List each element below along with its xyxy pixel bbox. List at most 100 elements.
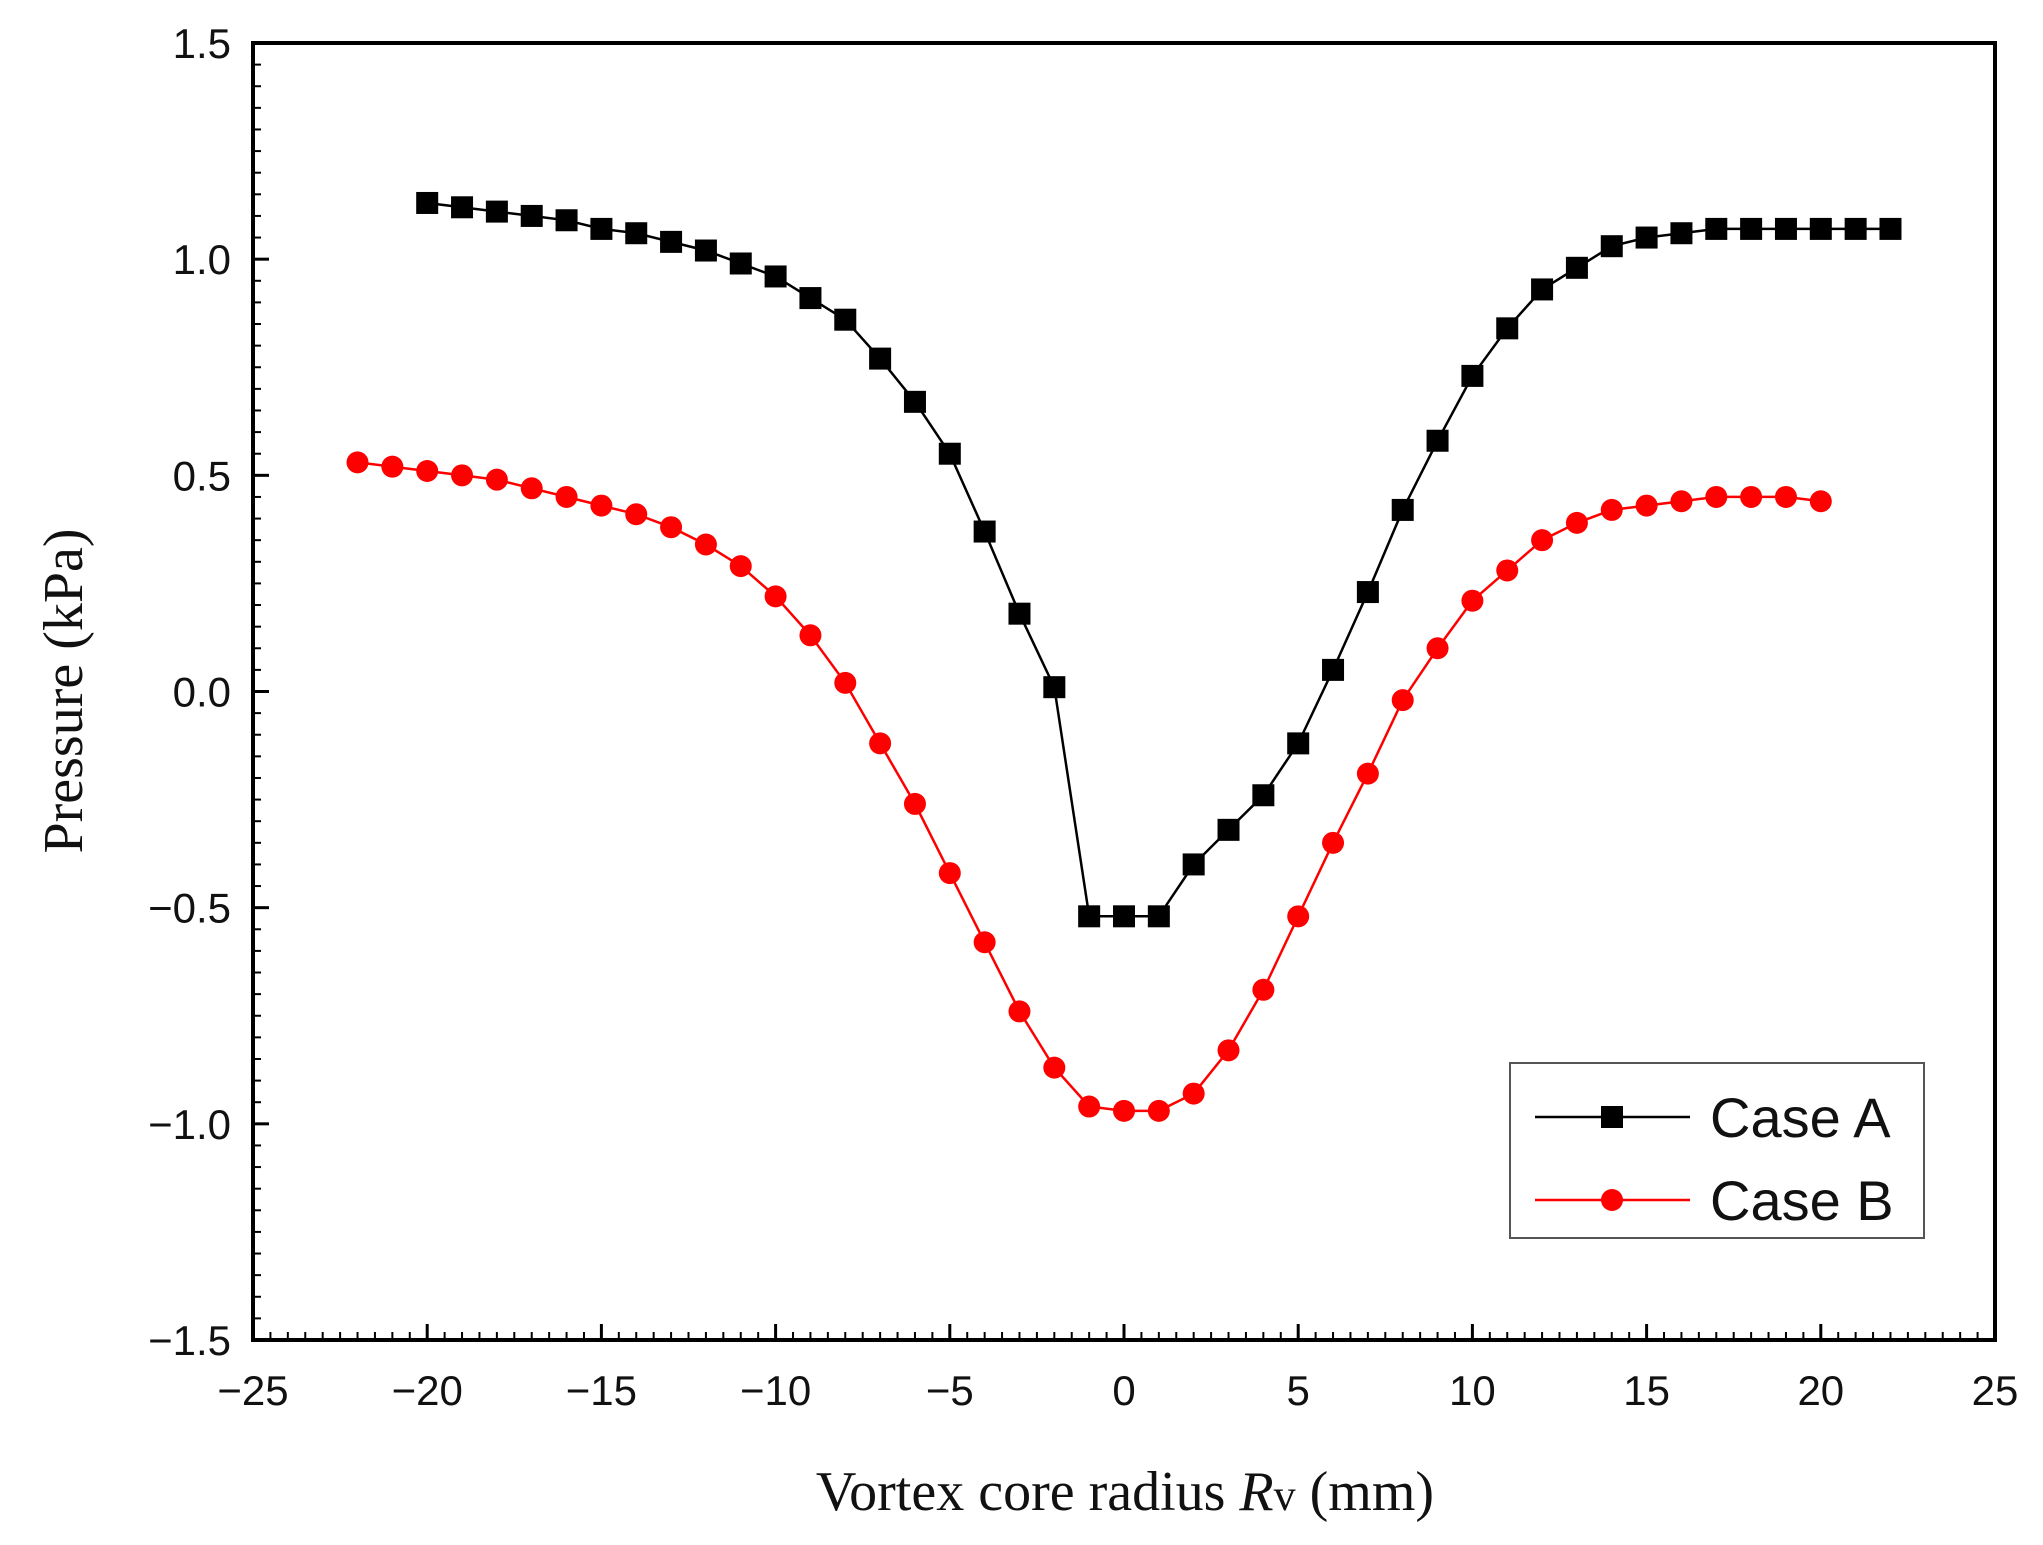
data-point-case-a <box>869 347 892 370</box>
data-point-case-a <box>729 252 752 275</box>
x-tick-label: 25 <box>1972 1367 2019 1414</box>
data-point-case-b <box>799 624 822 647</box>
x-axis-title-main: Vortex core radius <box>816 1461 1240 1523</box>
data-point-case-a <box>694 239 717 262</box>
y-tick-label: −1.0 <box>148 1101 231 1148</box>
data-point-case-a <box>1182 853 1205 876</box>
data-point-case-b <box>1774 485 1797 508</box>
data-point-case-a <box>451 196 474 219</box>
x-tick-label: 15 <box>1623 1367 1670 1414</box>
y-tick-label: 0.0 <box>173 669 231 716</box>
data-point-case-b <box>485 468 508 491</box>
y-axis-ticks <box>253 41 269 1342</box>
data-point-case-b <box>903 792 926 815</box>
data-point-case-a <box>485 200 508 223</box>
data-point-case-b <box>1809 490 1832 513</box>
series-case-a <box>416 191 1902 928</box>
data-point-case-a <box>1391 498 1414 521</box>
data-point-case-b <box>1635 494 1658 517</box>
data-point-case-b <box>1113 1099 1135 1122</box>
data-point-case-a <box>1531 278 1554 301</box>
y-tick-label: −1.5 <box>148 1317 231 1364</box>
data-point-case-a <box>1496 317 1519 340</box>
data-point-case-a <box>1565 256 1588 279</box>
legend-marker-case-b <box>1601 1189 1623 1211</box>
data-point-case-a <box>1809 217 1832 240</box>
legend: Case A Case B <box>1509 1062 1925 1239</box>
data-point-case-b <box>1147 1099 1170 1122</box>
data-point-case-a <box>1461 364 1484 387</box>
data-point-case-b <box>694 533 717 556</box>
data-point-case-a <box>1740 217 1763 240</box>
data-point-case-a <box>1147 905 1170 928</box>
data-point-case-b <box>729 555 752 578</box>
data-point-case-a <box>1356 581 1379 604</box>
data-point-case-a <box>1635 226 1658 249</box>
data-point-case-b <box>764 585 787 608</box>
data-point-case-b <box>416 460 439 483</box>
plot-area: −25 −20 −15 −10 −5 0 5 10 15 20 25 −1.5 −1.0 −0.5 0.0… <box>148 20 2018 1414</box>
x-axis-title-unit: (mm) <box>1296 1461 1434 1523</box>
x-tick-label: −20 <box>392 1367 463 1414</box>
data-point-case-b <box>1565 511 1588 534</box>
data-point-case-a <box>1043 676 1066 699</box>
data-point-case-b <box>1600 498 1623 521</box>
data-point-case-a <box>416 191 439 214</box>
data-point-case-b <box>938 862 961 885</box>
series-layer <box>346 191 1902 1122</box>
data-point-case-b <box>1043 1056 1066 1079</box>
data-point-case-a <box>764 265 787 288</box>
data-point-case-a <box>625 222 648 245</box>
data-point-case-a <box>1217 818 1240 841</box>
data-point-case-b <box>1531 529 1554 552</box>
data-point-case-b <box>1078 1095 1101 1118</box>
data-point-case-a <box>1426 429 1449 452</box>
data-point-case-a <box>903 390 926 413</box>
data-point-case-b <box>1705 485 1728 508</box>
x-tick-label: 20 <box>1797 1367 1844 1414</box>
data-point-case-a <box>1600 235 1623 258</box>
x-tick-label: −10 <box>740 1367 811 1414</box>
data-point-case-b <box>346 451 369 474</box>
data-point-case-b <box>1322 831 1345 854</box>
data-point-case-a <box>1078 905 1101 928</box>
data-point-case-a <box>1008 602 1031 625</box>
x-tick-label: −25 <box>217 1367 288 1414</box>
legend-label-case-a: Case A <box>1710 1086 1891 1149</box>
data-point-case-a <box>1113 905 1135 928</box>
data-point-case-a <box>1705 217 1728 240</box>
data-point-case-a <box>590 217 613 240</box>
data-point-case-b <box>1670 490 1693 513</box>
data-point-case-b <box>520 477 543 500</box>
x-axis-title-symbol: R <box>1238 1461 1273 1523</box>
x-tick-label: 0 <box>1112 1367 1135 1414</box>
legend-label-case-b: Case B <box>1710 1169 1894 1232</box>
data-point-case-b <box>1496 559 1519 582</box>
data-point-case-b <box>451 464 474 487</box>
data-point-case-a <box>520 204 543 227</box>
data-point-case-a <box>973 520 996 543</box>
y-tick-label: 0.5 <box>173 452 231 499</box>
data-point-case-a <box>1322 658 1345 681</box>
series-case-b <box>346 451 1832 1122</box>
data-point-case-a <box>799 287 822 310</box>
data-point-case-b <box>625 503 648 526</box>
data-point-case-b <box>869 732 892 755</box>
legend-marker-case-a <box>1601 1106 1623 1128</box>
data-point-case-a <box>555 209 578 232</box>
x-tick-label: 10 <box>1449 1367 1496 1414</box>
data-point-case-b <box>1356 762 1379 785</box>
data-point-case-b <box>1182 1082 1205 1105</box>
data-point-case-b <box>1391 689 1414 712</box>
y-axis-tick-labels: −1.5 −1.0 −0.5 0.0 0.5 1.0 1.5 <box>148 20 231 1364</box>
x-axis-tick-labels: −25 −20 −15 −10 −5 0 5 10 15 20 25 <box>217 1367 2018 1414</box>
y-tick-label: 1.0 <box>173 236 231 283</box>
data-point-case-a <box>660 230 683 253</box>
x-tick-label: 5 <box>1287 1367 1310 1414</box>
y-axis-title: Pressure (kPa) <box>33 528 95 853</box>
data-point-case-b <box>660 516 683 539</box>
data-point-case-a <box>1879 217 1902 240</box>
legend-box <box>1509 1062 1925 1239</box>
data-point-case-b <box>1287 905 1310 928</box>
data-point-case-b <box>590 494 613 517</box>
